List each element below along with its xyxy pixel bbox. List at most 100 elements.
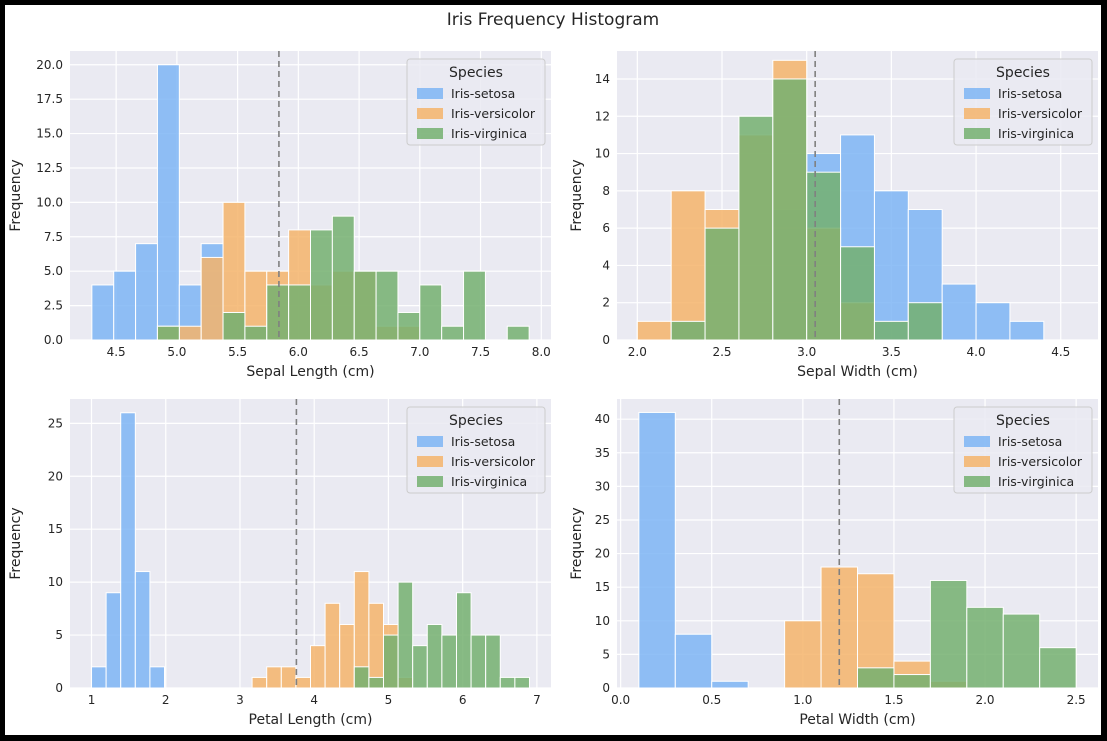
legend-entry-iris-setosa: Iris-setosa — [998, 434, 1062, 449]
figure: Iris Frequency Histogram 4.5 5.0 5.5 6.0 6.5… — [5, 5, 1101, 735]
x-tick-label: 2 — [162, 693, 170, 707]
histogram-bar-iris-virginica — [310, 229, 333, 341]
histogram-bar-iris-setosa — [941, 283, 977, 341]
histogram-bar-iris-setosa — [113, 270, 137, 341]
y-tick-label: 5.0 — [44, 264, 63, 278]
legend-swatch-iris-virginica — [964, 476, 990, 487]
legend-title: Species — [996, 413, 1050, 429]
y-tick-label: 15.0 — [36, 127, 63, 141]
histogram-bar-iris-virginica — [506, 325, 530, 341]
y-tick-label: 2 — [602, 296, 610, 310]
x-tick-label: 2.0 — [628, 345, 647, 359]
histogram-bar-iris-setosa — [91, 284, 115, 341]
x-tick-label: 5 — [385, 693, 393, 707]
histogram-bar-iris-virginica — [382, 634, 399, 689]
histogram-bar-iris-virginica — [266, 284, 290, 341]
legend-box — [953, 58, 1093, 146]
histogram-bar-iris-versicolor — [636, 320, 672, 341]
histogram-bar-iris-versicolor — [670, 190, 706, 341]
y-tick-label: 0 — [602, 681, 610, 695]
x-tick-label: 2.5 — [712, 345, 731, 359]
legend-entry-iris-virginica: Iris-virginica — [998, 126, 1074, 141]
histogram-bar-iris-virginica — [353, 666, 370, 689]
histogram-bar-iris-virginica — [873, 320, 909, 341]
legend-box — [406, 406, 546, 494]
histogram-bar-iris-versicolor — [820, 566, 858, 689]
histogram-bar-iris-virginica — [840, 246, 875, 341]
legend-entry-iris-setosa: Iris-setosa — [451, 86, 515, 101]
legend-entry-iris-virginica: Iris-virginica — [451, 126, 527, 141]
y-tick-label: 4 — [602, 258, 610, 272]
histogram-bar-iris-virginica — [857, 667, 895, 689]
y-tick-label: 7.5 — [44, 230, 63, 244]
y-axis-label: Frequency — [8, 507, 24, 579]
legend-swatch-iris-virginica — [964, 128, 990, 139]
x-tick-label: 0.5 — [702, 693, 721, 707]
histogram-bar-iris-virginica — [441, 325, 465, 341]
legend-entry-iris-virginica: Iris-virginica — [998, 474, 1074, 489]
histogram-bar-iris-setosa — [674, 633, 713, 689]
histogram-bar-iris-setosa — [638, 411, 676, 689]
histogram-bar-iris-virginica — [288, 284, 311, 341]
y-tick-label: 8 — [602, 184, 610, 198]
y-tick-label: 15 — [48, 522, 63, 536]
y-tick-label: 0.0 — [44, 333, 63, 347]
legend-swatch-iris-versicolor — [964, 456, 990, 467]
histogram-bar-iris-virginica — [244, 325, 268, 341]
histogram-bar-iris-virginica — [455, 592, 472, 689]
histogram-bar-iris-setosa — [1009, 320, 1045, 341]
x-tick-label: 5.0 — [167, 345, 186, 359]
legend-box — [953, 406, 1093, 494]
histogram-bar-iris-virginica — [772, 78, 808, 341]
legend-title: Species — [449, 413, 503, 429]
x-tick-label: 4.0 — [967, 345, 986, 359]
histogram-bar-iris-versicolor — [251, 676, 268, 689]
legend-title: Species — [996, 65, 1050, 81]
histogram-bar-iris-versicolor — [784, 620, 822, 689]
histogram-bar-iris-virginica — [368, 676, 384, 689]
y-tick-label: 0 — [602, 333, 610, 347]
y-tick-label: 25 — [48, 416, 63, 430]
x-axis-label: Sepal Length (cm) — [246, 364, 374, 380]
histogram-bar-iris-setosa — [105, 592, 122, 689]
x-tick-label: 1 — [88, 693, 96, 707]
legend-swatch-iris-virginica — [417, 128, 443, 139]
histogram-bar-iris-virginica — [419, 284, 443, 341]
histogram-bar-iris-virginica — [1039, 647, 1077, 689]
y-tick-label: 10 — [48, 575, 63, 589]
y-tick-label: 5 — [602, 647, 610, 661]
y-tick-label: 12.5 — [36, 161, 63, 175]
y-axis-label: Frequency — [569, 159, 585, 231]
legend-swatch-iris-versicolor — [417, 456, 443, 467]
y-tick-label: 5 — [55, 628, 63, 642]
histogram-bar-iris-virginica — [441, 634, 457, 689]
y-tick-label: 25 — [595, 513, 610, 527]
histogram-bar-iris-setosa — [156, 64, 180, 341]
y-axis-label: Frequency — [569, 507, 585, 579]
legend-swatch-iris-versicolor — [417, 108, 443, 119]
x-tick-label: 6 — [459, 693, 467, 707]
legend-swatch-iris-setosa — [417, 88, 443, 99]
histogram-bar-iris-virginica — [485, 634, 501, 689]
histogram-bar-iris-versicolor — [266, 666, 282, 689]
histogram-bar-iris-virginica — [463, 270, 486, 341]
histogram-bar-iris-virginica — [397, 311, 421, 341]
x-tick-label: 2.5 — [1067, 693, 1086, 707]
x-tick-label: 7 — [533, 693, 541, 707]
legend-swatch-iris-versicolor — [964, 108, 990, 119]
legend-entry-iris-versicolor: Iris-versicolor — [451, 106, 536, 121]
x-tick-label: 8.0 — [532, 345, 551, 359]
histogram-bar-iris-virginica — [966, 606, 1004, 689]
histogram-bar-iris-setosa — [135, 243, 158, 341]
histogram-bar-iris-setosa — [975, 302, 1011, 341]
histogram-bar-iris-virginica — [375, 270, 399, 341]
histogram-bar-iris-virginica — [222, 311, 246, 341]
x-tick-label: 5.5 — [228, 345, 247, 359]
y-tick-label: 35 — [595, 446, 610, 460]
x-tick-label: 4 — [310, 693, 318, 707]
legend-entry-iris-versicolor: Iris-versicolor — [998, 454, 1083, 469]
legend-entry-iris-setosa: Iris-setosa — [451, 434, 515, 449]
figure-title: Iris Frequency Histogram — [446, 10, 660, 30]
y-tick-label: 10 — [595, 147, 610, 161]
histogram-bar-iris-virginica — [331, 215, 355, 341]
